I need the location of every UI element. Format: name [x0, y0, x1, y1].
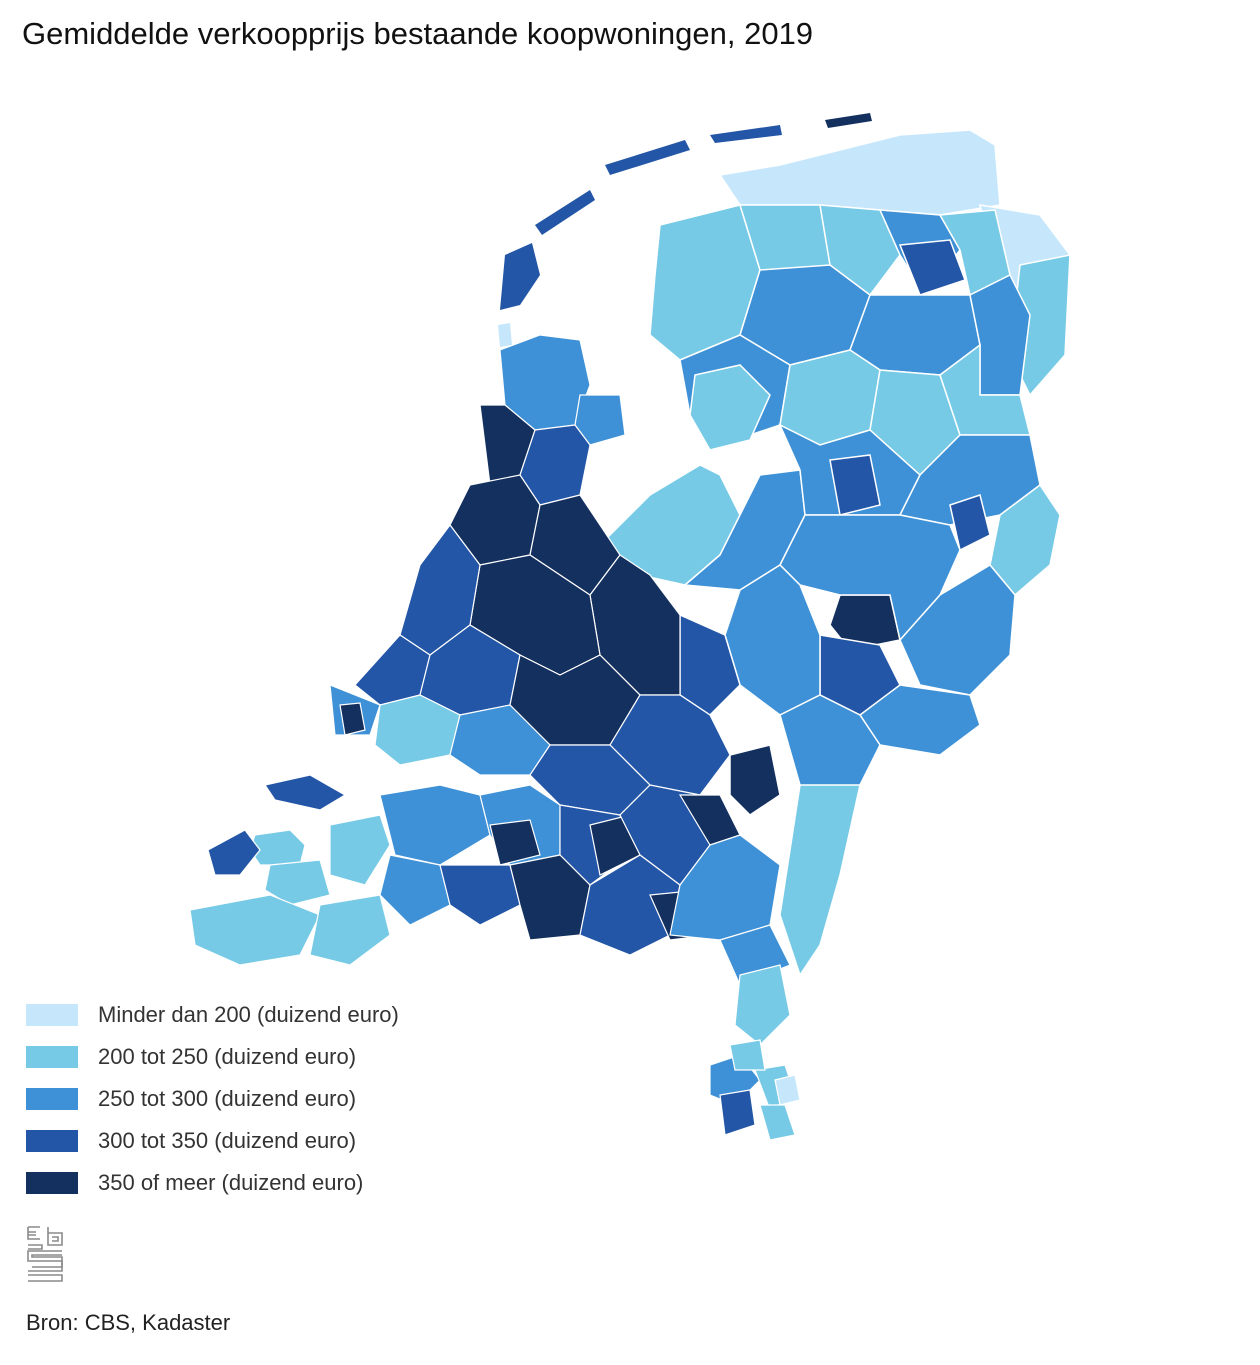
north-east: [649, 129, 1071, 477]
region[interactable]: [779, 784, 861, 977]
legend-swatch: [26, 1088, 78, 1110]
legend-label: 350 of meer (duizend euro): [98, 1170, 364, 1195]
region[interactable]: [439, 864, 521, 926]
region[interactable]: [264, 774, 347, 811]
region[interactable]: [498, 323, 512, 347]
region[interactable]: [207, 829, 261, 876]
region[interactable]: [689, 364, 771, 451]
region[interactable]: [309, 894, 391, 966]
region[interactable]: [949, 494, 991, 552]
netherlands-map[interactable]: [180, 95, 1080, 1145]
region[interactable]: [605, 140, 690, 175]
region[interactable]: [899, 564, 1016, 696]
legend-item-300-350[interactable]: 300 tot 350 (duizend euro): [26, 1120, 399, 1162]
legend-swatch: [26, 1130, 78, 1152]
region[interactable]: [574, 394, 626, 446]
legend-label: 250 tot 300 (duizend euro): [98, 1086, 357, 1111]
region[interactable]: [719, 1089, 756, 1136]
region[interactable]: [489, 819, 541, 866]
legend-label: 300 tot 350 (duizend euro): [98, 1128, 357, 1153]
page-title: Gemiddelde verkoopprijs bestaande koopwo…: [22, 16, 814, 51]
legend-swatch: [26, 1172, 78, 1194]
region[interactable]: [500, 243, 540, 310]
legend-swatch: [26, 1046, 78, 1068]
region[interactable]: [264, 859, 331, 906]
region[interactable]: [535, 190, 595, 235]
legend-item-below-200[interactable]: Minder dan 200 (duizend euro): [26, 994, 399, 1036]
region[interactable]: [898, 239, 966, 296]
region[interactable]: [729, 744, 781, 816]
region[interactable]: [774, 1074, 801, 1106]
region[interactable]: [329, 814, 391, 886]
region[interactable]: [825, 113, 872, 128]
region[interactable]: [718, 129, 1001, 216]
choropleth-map[interactable]: [180, 95, 1080, 1145]
source-note: Bron: CBS, Kadaster: [26, 1310, 231, 1335]
region[interactable]: [829, 454, 881, 516]
region[interactable]: [759, 1104, 796, 1141]
region[interactable]: [379, 784, 491, 866]
legend-item-350-plus[interactable]: 350 of meer (duizend euro): [26, 1162, 399, 1204]
legend-swatch: [26, 1004, 78, 1026]
legend-label: Minder dan 200 (duizend euro): [98, 1002, 399, 1027]
randstad: [329, 334, 731, 816]
legend: Minder dan 200 (duizend euro) 200 tot 25…: [26, 994, 399, 1204]
cbs-logo-icon: [26, 1225, 64, 1283]
flevoland: [598, 464, 806, 591]
region[interactable]: [669, 834, 781, 941]
limburg: [709, 964, 801, 1141]
brabant: [379, 784, 791, 986]
legend-item-200-250[interactable]: 200 tot 250 (duizend euro): [26, 1036, 399, 1078]
zeeland: [189, 774, 391, 966]
region[interactable]: [189, 894, 321, 966]
wadden-islands: [498, 113, 872, 347]
region[interactable]: [729, 1039, 766, 1071]
region[interactable]: [379, 854, 451, 926]
region[interactable]: [734, 964, 791, 1046]
region[interactable]: [710, 125, 782, 143]
east: [679, 423, 1061, 977]
legend-item-250-300[interactable]: 250 tot 300 (duizend euro): [26, 1078, 399, 1120]
legend-label: 200 tot 250 (duizend euro): [98, 1044, 357, 1069]
region[interactable]: [339, 702, 366, 736]
